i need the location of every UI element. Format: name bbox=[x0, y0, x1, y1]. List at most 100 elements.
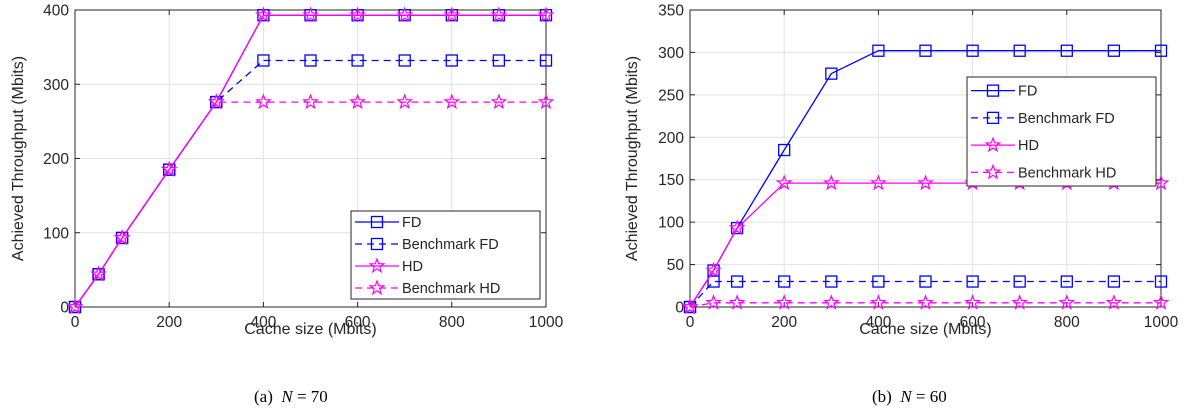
data-point bbox=[822, 294, 840, 310]
x-axis-label: Cache size (Mbits) bbox=[244, 321, 376, 338]
data-point bbox=[255, 93, 272, 110]
data-point bbox=[349, 93, 366, 110]
legend-label: HD bbox=[1018, 138, 1039, 154]
data-point bbox=[1013, 44, 1026, 57]
x-tick-label: 1000 bbox=[1144, 314, 1179, 331]
data-point bbox=[966, 275, 979, 288]
data-point bbox=[113, 229, 131, 246]
caption-value: = 70 bbox=[293, 387, 328, 406]
legend-marker bbox=[370, 237, 384, 251]
legend-label: Benchmark HD bbox=[1018, 165, 1116, 181]
data-point bbox=[1105, 294, 1123, 310]
data-point bbox=[822, 174, 840, 191]
legend-label: Benchmark HD bbox=[402, 281, 500, 297]
chart-b: 0 200 400 600 800 1000 0 50 100 150 200 250 300 350 Ca… bbox=[624, 3, 1179, 407]
x-tick-label: 200 bbox=[156, 314, 182, 331]
data-point bbox=[778, 275, 791, 288]
data-point bbox=[443, 93, 461, 110]
legend-label: FD bbox=[402, 215, 421, 231]
figure-caption: (a) N = 70 bbox=[254, 387, 328, 406]
data-point bbox=[445, 54, 458, 67]
data-point bbox=[775, 174, 793, 191]
data-point bbox=[1152, 294, 1170, 310]
caption-space bbox=[273, 387, 282, 406]
legend-label: FD bbox=[1018, 84, 1037, 100]
legend-marker bbox=[986, 111, 1000, 125]
x-tick-label: 600 bbox=[960, 314, 986, 331]
data-point bbox=[872, 44, 885, 57]
data-point bbox=[730, 275, 744, 288]
series-benchmark-fd bbox=[683, 275, 1168, 314]
data-point bbox=[1154, 44, 1168, 57]
caption-prefix: (a) bbox=[254, 387, 273, 406]
data-point bbox=[966, 44, 979, 57]
y-tick-label: 0 bbox=[675, 300, 684, 317]
data-point bbox=[872, 275, 885, 288]
x-tick-label: 200 bbox=[771, 314, 797, 331]
series-benchmark-hd bbox=[66, 93, 555, 315]
data-point bbox=[917, 174, 934, 191]
data-point bbox=[1154, 275, 1168, 288]
data-point bbox=[728, 294, 746, 310]
x-tick-label: 0 bbox=[71, 314, 80, 331]
data-point bbox=[919, 44, 932, 57]
data-point bbox=[825, 275, 838, 288]
y-tick-label: 100 bbox=[43, 225, 69, 242]
y-tick-label: 100 bbox=[658, 215, 684, 232]
data-point bbox=[302, 6, 319, 23]
data-point bbox=[681, 298, 699, 315]
series-line bbox=[689, 302, 1161, 308]
x-axis-label: Cache size (Mbits) bbox=[859, 321, 991, 338]
data-point bbox=[919, 275, 932, 288]
legend-marker bbox=[368, 279, 386, 296]
data-point bbox=[255, 6, 272, 23]
data-point bbox=[349, 6, 366, 23]
y-axis-label: Achieved Throughput (Mbits) bbox=[10, 56, 27, 261]
y-tick-label: 50 bbox=[667, 257, 685, 274]
caption-space bbox=[892, 387, 901, 406]
data-point bbox=[1060, 275, 1073, 288]
data-point bbox=[66, 298, 84, 315]
data-point bbox=[705, 261, 722, 278]
data-point bbox=[490, 6, 508, 23]
data-point bbox=[351, 54, 364, 67]
y-tick-label: 300 bbox=[43, 77, 69, 94]
data-point bbox=[825, 67, 838, 80]
data-point bbox=[1107, 275, 1121, 288]
data-point bbox=[396, 93, 414, 110]
x-tick-label: 800 bbox=[1054, 314, 1080, 331]
legend: FD Benchmark FD HD Benchmark HD bbox=[350, 210, 541, 300]
y-tick-label: 350 bbox=[658, 3, 684, 20]
y-tick-label: 0 bbox=[60, 300, 69, 317]
y-tick-label: 200 bbox=[658, 130, 684, 147]
y-tick-label: 150 bbox=[658, 172, 684, 189]
series-benchmark-hd bbox=[681, 294, 1170, 315]
data-point bbox=[870, 174, 887, 191]
data-point bbox=[775, 294, 793, 310]
data-point bbox=[539, 54, 553, 67]
data-point bbox=[537, 6, 555, 23]
data-point bbox=[778, 143, 791, 157]
legend-marker bbox=[368, 257, 386, 274]
data-point bbox=[728, 219, 746, 236]
data-point bbox=[490, 93, 508, 110]
data-point bbox=[207, 93, 225, 110]
legend-label: Benchmark FD bbox=[402, 237, 499, 253]
data-point bbox=[443, 6, 461, 23]
data-point bbox=[707, 275, 720, 288]
data-point bbox=[964, 294, 981, 310]
legend-label: Benchmark FD bbox=[1018, 111, 1115, 127]
data-point bbox=[302, 93, 319, 110]
legend-marker bbox=[984, 136, 1002, 153]
y-tick-label: 250 bbox=[658, 87, 684, 104]
data-point bbox=[537, 93, 555, 110]
data-point bbox=[396, 6, 414, 23]
series-line bbox=[689, 280, 1161, 308]
legend: FD Benchmark FD HD Benchmark HD bbox=[966, 76, 1157, 187]
axes-box bbox=[689, 9, 1162, 308]
data-point bbox=[1011, 294, 1029, 310]
y-tick-label: 300 bbox=[658, 45, 684, 62]
y-axis-label: Achieved Throughput (Mbits) bbox=[624, 56, 641, 261]
